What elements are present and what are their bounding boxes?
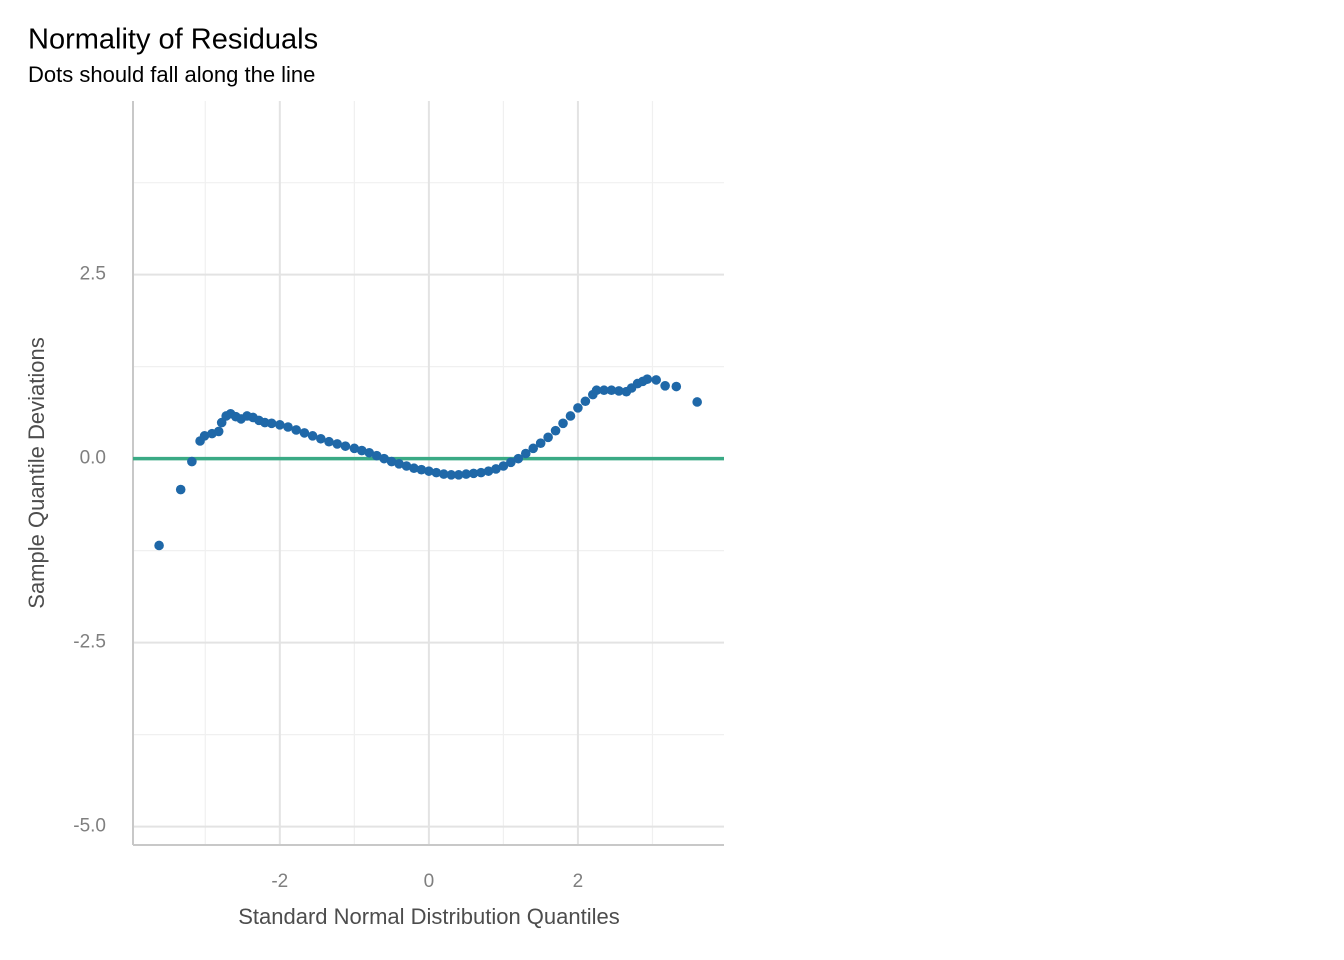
y-tick-label: -5.0 xyxy=(73,816,106,837)
point xyxy=(614,386,624,396)
point xyxy=(356,445,367,456)
point xyxy=(316,433,326,444)
point xyxy=(491,464,501,474)
point xyxy=(543,432,553,443)
point xyxy=(275,419,285,430)
point xyxy=(580,396,591,407)
point xyxy=(599,385,609,396)
point xyxy=(340,441,351,451)
point xyxy=(401,461,412,471)
point xyxy=(498,461,509,471)
point xyxy=(651,375,661,385)
point xyxy=(175,484,186,495)
point xyxy=(692,397,702,407)
x-tick-label: 2 xyxy=(573,871,584,892)
point xyxy=(324,436,334,447)
point xyxy=(307,431,318,441)
point xyxy=(591,385,602,396)
point xyxy=(199,431,210,441)
point xyxy=(416,464,427,475)
point xyxy=(461,469,471,479)
point xyxy=(520,448,531,459)
point xyxy=(386,456,397,467)
x-axis-title: Standard Normal Distribution Quantiles xyxy=(238,904,620,929)
point xyxy=(671,381,682,392)
point xyxy=(349,443,360,454)
point xyxy=(528,443,539,454)
point xyxy=(446,470,457,480)
point xyxy=(431,467,442,478)
y-axis-title: Sample Quantile Deviations xyxy=(24,337,49,608)
point xyxy=(266,418,277,429)
chart-subtitle: Dots should fall along the line xyxy=(28,62,315,87)
point xyxy=(535,438,546,448)
x-tick-label: 0 xyxy=(424,871,435,892)
point xyxy=(513,453,524,464)
point xyxy=(291,425,302,435)
point xyxy=(394,459,404,469)
x-tick-label: -2 xyxy=(271,871,288,892)
y-tick-label: 0.0 xyxy=(80,448,106,469)
point xyxy=(213,426,224,437)
point xyxy=(565,411,576,421)
y-tick-label: 2.5 xyxy=(80,264,106,285)
y-tick-label: -2.5 xyxy=(73,632,106,653)
point xyxy=(364,447,375,458)
point xyxy=(573,403,583,413)
point xyxy=(332,439,343,449)
point xyxy=(468,468,479,479)
point xyxy=(371,450,382,461)
point xyxy=(154,540,164,551)
point xyxy=(642,374,653,384)
point xyxy=(660,380,670,391)
point xyxy=(379,453,389,464)
point xyxy=(283,422,293,432)
point xyxy=(558,418,568,429)
point xyxy=(409,463,419,474)
point xyxy=(438,469,449,479)
point xyxy=(187,456,197,467)
chart-title: Normality of Residuals xyxy=(28,24,318,56)
point xyxy=(550,425,561,436)
point xyxy=(453,470,464,480)
point xyxy=(299,428,310,438)
point xyxy=(606,385,617,396)
point xyxy=(483,466,494,476)
point xyxy=(424,466,434,476)
point xyxy=(476,467,486,478)
point xyxy=(506,457,516,468)
